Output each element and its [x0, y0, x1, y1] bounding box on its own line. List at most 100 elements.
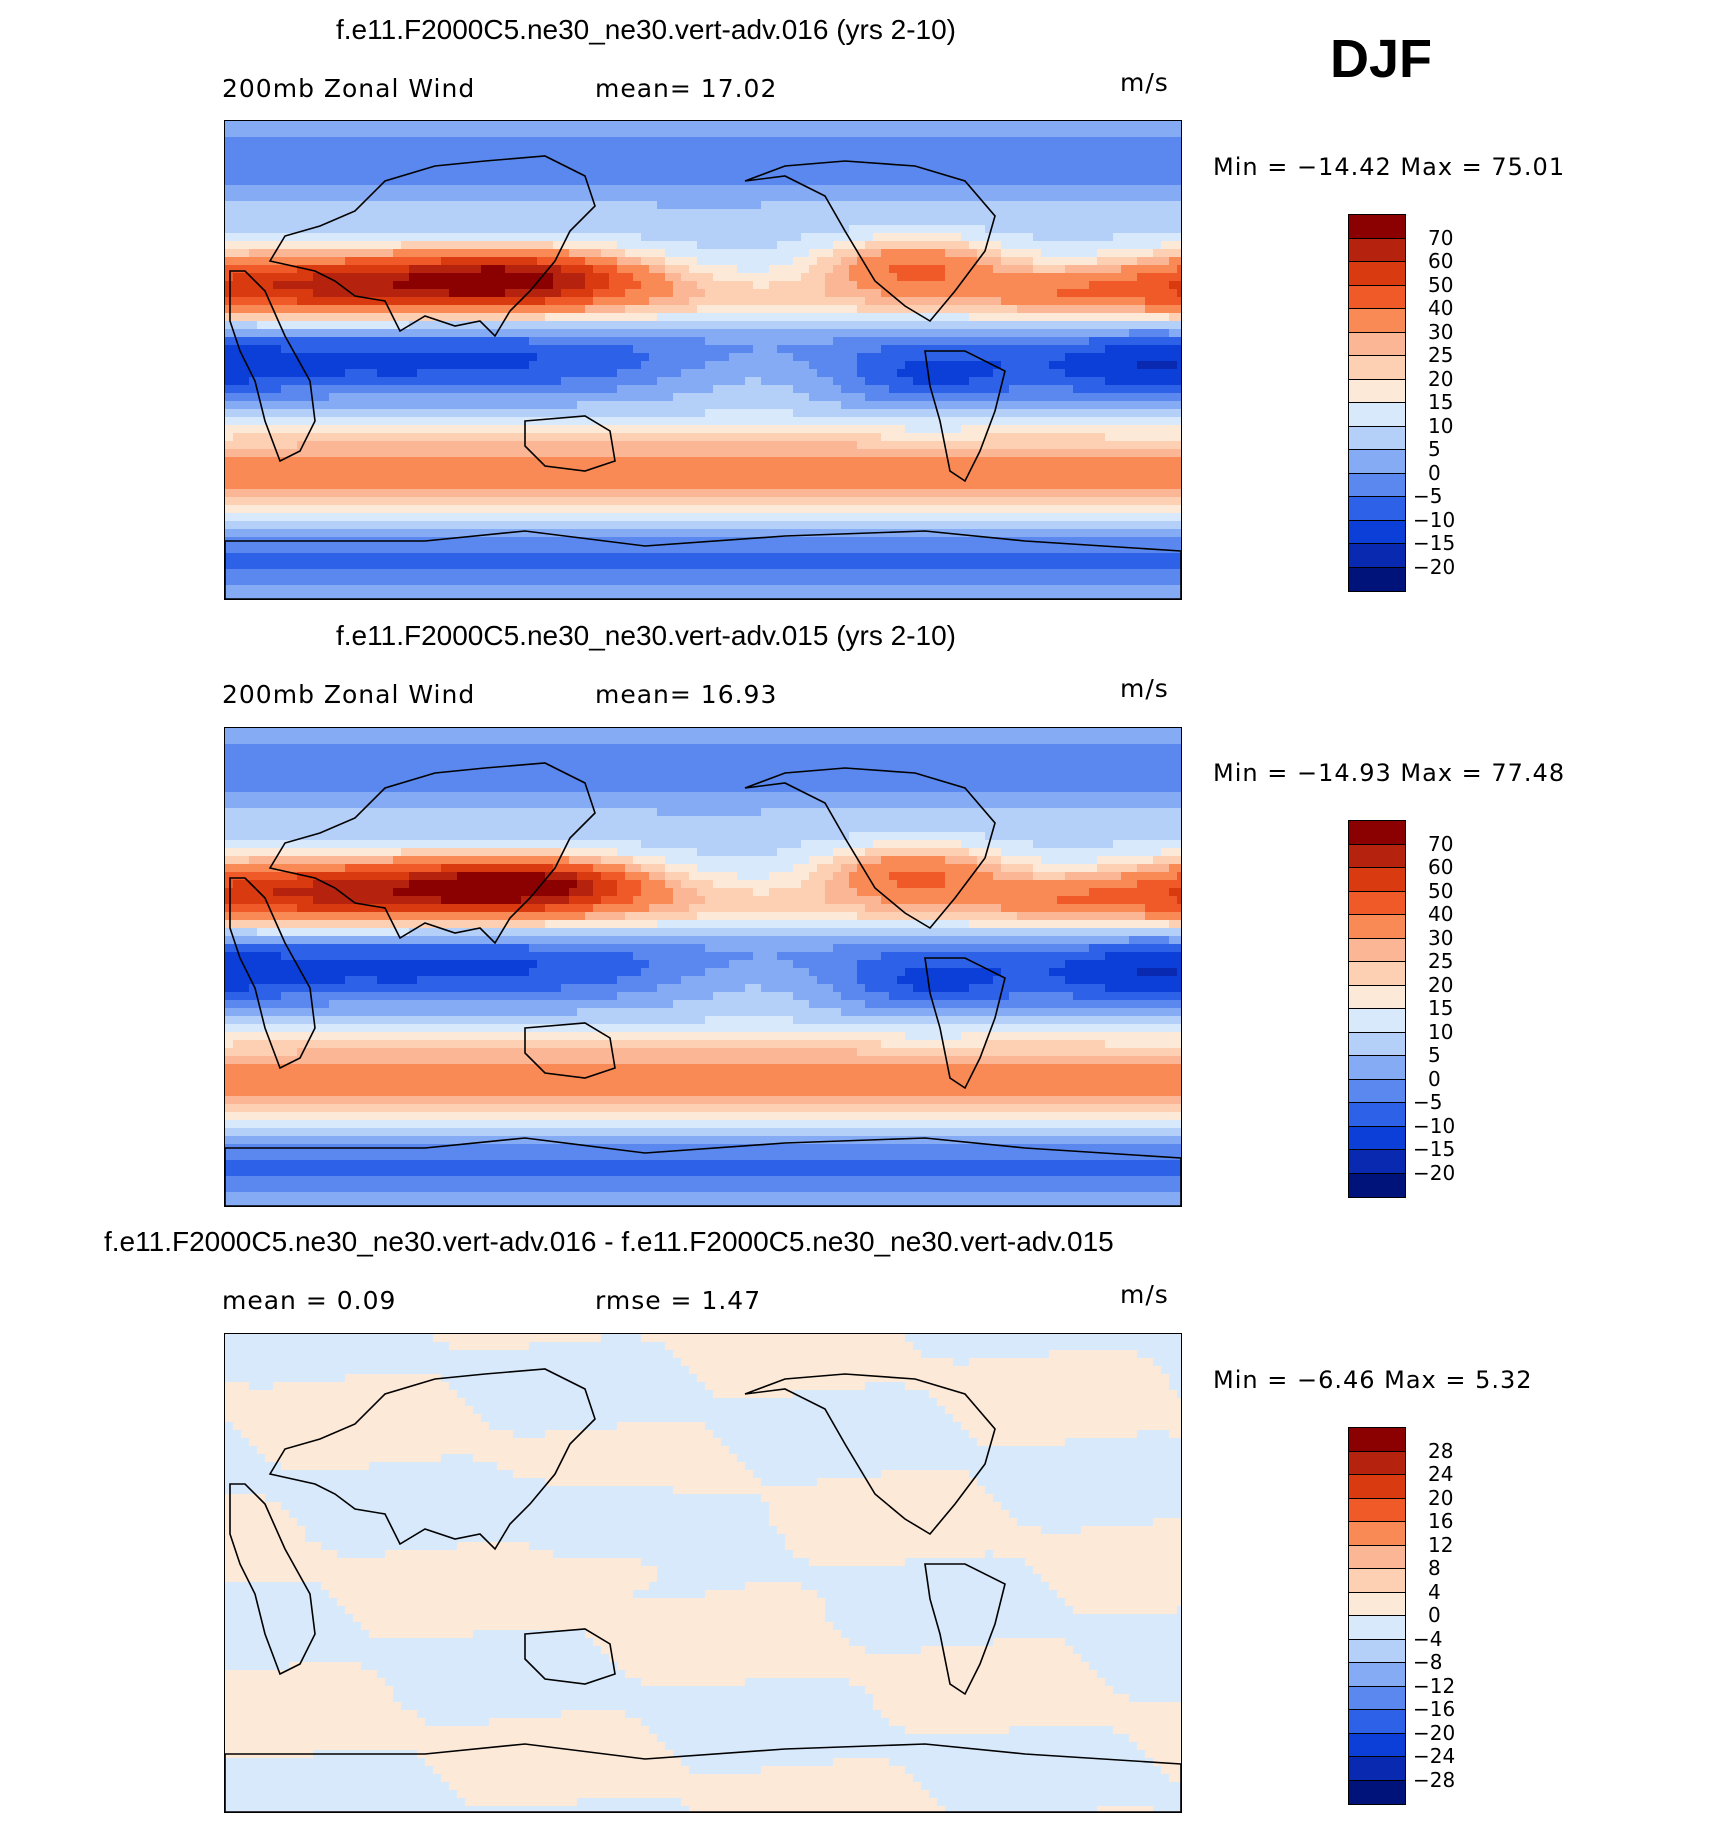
field-cell [297, 305, 306, 314]
field-cell [265, 129, 274, 138]
field-cell [273, 305, 282, 314]
field-cell [817, 377, 826, 386]
field-cell [681, 321, 690, 330]
field-cell [697, 121, 706, 130]
field-cell [569, 297, 578, 306]
field-cell [601, 201, 610, 210]
field-cell [865, 353, 874, 362]
field-cell [617, 401, 626, 410]
field-cell [809, 169, 818, 178]
field-cell [481, 145, 490, 154]
field-cell [793, 193, 802, 202]
field-cell [1153, 313, 1162, 322]
field-cell [921, 145, 930, 154]
field-cell [993, 265, 1002, 274]
field-cell [721, 241, 730, 250]
field-cell [249, 233, 258, 242]
field-cell [1049, 241, 1058, 250]
field-cell [321, 217, 330, 226]
field-cell [409, 209, 418, 218]
field-cell [377, 329, 386, 338]
field-cell [753, 201, 762, 210]
field-cell [849, 177, 858, 186]
field-cell [1081, 217, 1090, 226]
field-cell [417, 369, 426, 378]
field-cell [569, 137, 578, 146]
field-cell [849, 337, 858, 346]
field-cell [689, 353, 698, 362]
field-cell [561, 217, 570, 226]
field-cell [297, 193, 306, 202]
field-cell [833, 217, 842, 226]
field-cell [433, 353, 442, 362]
field-cell [505, 345, 514, 354]
field-cell [281, 433, 290, 442]
field-cell [785, 289, 794, 298]
field-cell [313, 305, 322, 314]
field-cell [249, 161, 258, 170]
field-cell [457, 129, 466, 138]
field-cell [577, 361, 586, 370]
field-cell [801, 321, 810, 330]
field-cell [297, 313, 306, 322]
field-cell [1177, 393, 1181, 402]
field-cell [617, 345, 626, 354]
field-cell [577, 217, 586, 226]
field-cell [633, 193, 642, 202]
field-cell [1017, 193, 1026, 202]
field-cell [865, 393, 874, 402]
field-cell [377, 273, 386, 282]
field-cell [513, 297, 522, 306]
field-cell [609, 441, 618, 450]
field-cell [1113, 281, 1122, 290]
field-cell [1153, 201, 1162, 210]
field-cell [825, 257, 834, 266]
field-cell [569, 177, 578, 186]
field-cell [353, 441, 362, 450]
field-cell [913, 385, 922, 394]
field-cell [1121, 233, 1130, 242]
field-cell [321, 441, 330, 450]
field-cell [553, 361, 562, 370]
field-cell [393, 209, 402, 218]
field-cell [545, 161, 554, 170]
field-cell [633, 129, 642, 138]
field-cell [265, 265, 274, 274]
field-cell [545, 241, 554, 250]
field-cell [889, 361, 898, 370]
field-cell [625, 129, 634, 138]
field-cell [401, 153, 410, 162]
field-cell [977, 265, 986, 274]
field-cell [449, 153, 458, 162]
field-cell [473, 449, 482, 458]
field-cell [937, 177, 946, 186]
field-cell [249, 249, 258, 258]
field-cell [801, 433, 810, 442]
field-cell [953, 353, 962, 362]
field-cell [1121, 273, 1130, 282]
field-cell [305, 321, 314, 330]
field-cell [1129, 425, 1138, 434]
field-cell [745, 185, 754, 194]
field-cell [265, 393, 274, 402]
field-cell [825, 249, 834, 258]
field-cell [329, 385, 338, 394]
field-cell [1001, 193, 1010, 202]
field-cell [577, 145, 586, 154]
field-cell [529, 433, 538, 442]
field-cell [657, 329, 666, 338]
field-cell [1145, 393, 1154, 402]
field-cell [977, 385, 986, 394]
field-cell [1009, 345, 1018, 354]
field-cell [745, 441, 754, 450]
field-cell [497, 145, 506, 154]
field-cell [1073, 289, 1082, 298]
field-cell [993, 209, 1002, 218]
field-cell [777, 345, 786, 354]
field-cell [241, 145, 250, 154]
field-cell [529, 225, 538, 234]
field-cell [1097, 161, 1106, 170]
field-cell [1001, 441, 1010, 450]
field-cell [1089, 249, 1098, 258]
field-cell [321, 249, 330, 258]
